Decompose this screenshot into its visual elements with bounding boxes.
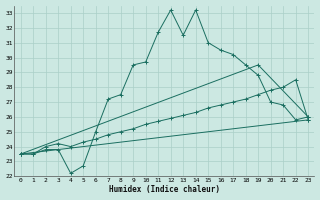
- X-axis label: Humidex (Indice chaleur): Humidex (Indice chaleur): [109, 185, 220, 194]
